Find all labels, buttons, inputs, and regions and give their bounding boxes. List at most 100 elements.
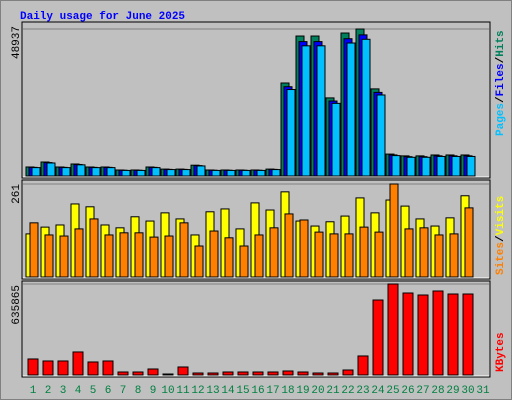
bar (151, 167, 161, 177)
chart-title: Daily usage for June 2025 (20, 11, 185, 23)
bar (434, 234, 444, 278)
x-tick-label: 15 (236, 385, 249, 397)
bar (374, 231, 384, 278)
bar (256, 169, 266, 177)
bar (286, 89, 296, 177)
bar (166, 169, 176, 177)
bar (179, 222, 189, 278)
bar (404, 228, 414, 278)
bar (89, 218, 99, 278)
bar (164, 235, 174, 278)
legend-entry: Sites (495, 242, 507, 275)
bar (421, 156, 431, 177)
legend-entry: KBytes (495, 332, 507, 372)
legend-entry: Files (495, 63, 507, 96)
x-tick-label: 8 (135, 385, 142, 397)
x-tick-label: 5 (90, 385, 97, 397)
bar (209, 230, 219, 278)
y-tick-label: 261 (11, 184, 23, 204)
bar (226, 169, 236, 177)
bar (119, 232, 129, 278)
legend: KBytes (495, 332, 507, 372)
bar (121, 169, 131, 177)
bar (432, 290, 444, 376)
y-tick-label: 635865 (11, 285, 23, 325)
bar (316, 45, 326, 177)
bar (344, 233, 354, 278)
bar (282, 370, 294, 376)
bar (359, 226, 369, 278)
bar (254, 234, 264, 278)
bar (402, 292, 414, 376)
x-tick-label: 14 (221, 385, 235, 397)
bar (132, 371, 144, 376)
bar (224, 237, 234, 278)
bar (314, 231, 324, 278)
bar (42, 360, 54, 376)
bar (451, 155, 461, 177)
legend-separator: / (495, 96, 507, 103)
legend-separator: / (495, 235, 507, 242)
x-tick-label: 29 (446, 385, 459, 397)
bar (104, 234, 114, 278)
x-tick-label: 28 (431, 385, 444, 397)
bar (237, 371, 249, 376)
bar (102, 360, 114, 376)
x-tick-label: 18 (281, 385, 294, 397)
bar (76, 164, 86, 177)
bar (436, 155, 446, 177)
bar (147, 368, 159, 376)
x-tick-label: 19 (296, 385, 309, 397)
bar (361, 38, 371, 177)
bar (299, 219, 309, 278)
bar (177, 366, 189, 376)
x-tick-label: 4 (75, 385, 82, 397)
bar (376, 94, 386, 177)
x-tick-label: 7 (120, 385, 127, 397)
bar (419, 227, 429, 278)
legend-entry: Pages (495, 103, 507, 136)
x-tick-label: 24 (371, 385, 385, 397)
bar (372, 299, 384, 376)
bar (61, 167, 71, 177)
panel (21, 21, 491, 179)
bar (194, 245, 204, 278)
x-tick-label: 6 (105, 385, 112, 397)
bar (284, 213, 294, 278)
bar (29, 222, 39, 278)
legend: Sites/Visits (495, 196, 507, 275)
bar (74, 228, 84, 278)
bar (464, 207, 474, 278)
bar (346, 42, 356, 177)
x-tick-label: 22 (341, 385, 354, 397)
bar (117, 371, 129, 376)
bar (181, 169, 191, 177)
bar (57, 360, 69, 376)
bar (466, 155, 476, 177)
x-tick-label: 16 (251, 385, 264, 397)
legend: Pages/Files/Hits (495, 30, 507, 136)
legend-entry: Visits (495, 196, 507, 236)
bar (301, 45, 311, 177)
x-tick-label: 3 (60, 385, 67, 397)
bar (106, 167, 116, 177)
bar (87, 361, 99, 376)
x-tick-label: 11 (176, 385, 190, 397)
x-tick-label: 12 (191, 385, 204, 397)
bar (406, 156, 416, 177)
bar (389, 183, 399, 278)
y-tick-label: 48937 (11, 26, 23, 59)
x-tick-label: 21 (326, 385, 340, 397)
x-tick-label: 13 (206, 385, 219, 397)
x-tick-label: 1 (30, 385, 37, 397)
bar (241, 169, 251, 177)
legend-entry: Hits (495, 30, 507, 56)
bar (449, 233, 459, 278)
x-tick-label: 25 (386, 385, 399, 397)
x-tick-label: 30 (461, 385, 474, 397)
x-tick-label: 27 (416, 385, 429, 397)
bar (207, 372, 219, 376)
bar (136, 169, 146, 177)
bar (31, 167, 41, 177)
